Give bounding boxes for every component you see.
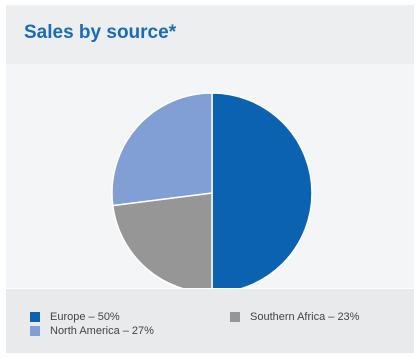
pie-slice-southern <box>111 192 213 288</box>
legend-swatch-north-america <box>30 326 40 336</box>
pie-chart <box>111 92 313 288</box>
legend-swatch-southern-africa <box>230 312 240 322</box>
legend-item-north-america: North America – 27% <box>30 325 154 337</box>
chart-title: Sales by source* <box>24 22 177 43</box>
legend-label-europe: Europe – 50% <box>50 311 120 323</box>
card-header: Sales by source* <box>6 5 414 64</box>
pie-slice-north <box>111 92 213 207</box>
legend-item-europe: Europe – 50% <box>30 311 120 323</box>
chart-legend: Europe – 50% North America – 27% Souther… <box>6 289 414 353</box>
legend-swatch-europe <box>30 312 40 322</box>
pie-plot-area <box>6 64 414 288</box>
legend-label-north-america: North America – 27% <box>50 325 154 337</box>
legend-label-southern-africa: Southern Africa – 23% <box>250 311 360 323</box>
pie-slice-europe <box>211 92 313 288</box>
legend-item-southern-africa: Southern Africa – 23% <box>230 311 359 323</box>
